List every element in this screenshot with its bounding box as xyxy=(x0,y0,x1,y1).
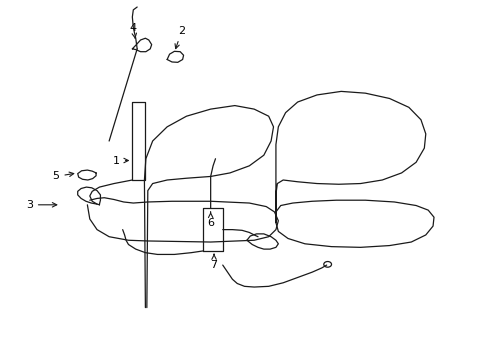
Text: 2: 2 xyxy=(175,26,185,49)
Text: 6: 6 xyxy=(207,212,214,228)
Text: 4: 4 xyxy=(129,23,137,38)
Text: 7: 7 xyxy=(210,255,217,270)
Text: 3: 3 xyxy=(26,200,57,210)
Text: 5: 5 xyxy=(52,171,74,181)
Text: 1: 1 xyxy=(113,156,128,166)
